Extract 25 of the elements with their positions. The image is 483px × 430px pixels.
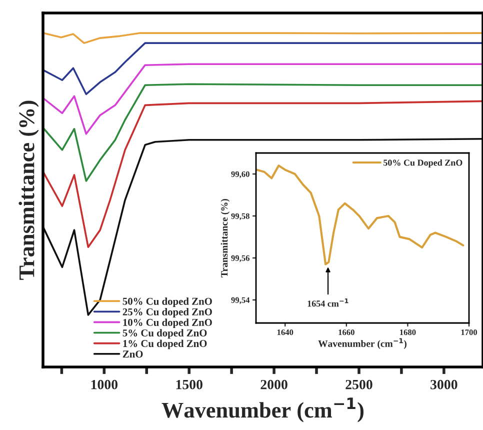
annotation: 1654 cm$^{−1}$ (308, 298, 348, 307)
x-tick-label: 1680 (400, 329, 416, 336)
x-tick-label: 1640 (277, 329, 294, 336)
y-axis-title: Transmittance (%) (220, 198, 230, 278)
legend-label: 5% Cu doped ZnO (122, 329, 207, 339)
y-tick-label: 99,56 (231, 255, 250, 262)
legend-label: 25% Cu doped ZnO (122, 308, 212, 318)
legend-label: 50% Cu doped ZnO (122, 298, 212, 307)
y-tick-label: 99,54 (231, 297, 250, 304)
x-tick-label: 2000 (260, 380, 288, 390)
y-axis-title: Transmittance (%) (18, 100, 39, 280)
y-tick-label: 99,58 (231, 213, 250, 220)
x-tick-label: 1700 (461, 329, 478, 336)
legend-label: 10% Cu doped ZnO (123, 318, 212, 328)
legend-label: 50% Cu Doped ZnO (384, 159, 462, 168)
legend-label: 1% Cu doped ZnO (123, 340, 207, 350)
x-axis-title: Wavenumber (cm$^{−1}$) (162, 398, 364, 422)
x-tick-label: 3000 (430, 380, 458, 390)
y-tick-label: 99,60 (231, 171, 250, 178)
x-axis-title: Wavenumber (cm$^{−1}$) (318, 338, 406, 349)
x-tick-label: 1500 (176, 380, 202, 390)
x-tick-label: 1000 (91, 380, 118, 390)
x-tick-label: 1660 (338, 329, 354, 336)
x-tick-label: 2500 (346, 380, 372, 390)
legend-label: ZnO (122, 350, 143, 358)
